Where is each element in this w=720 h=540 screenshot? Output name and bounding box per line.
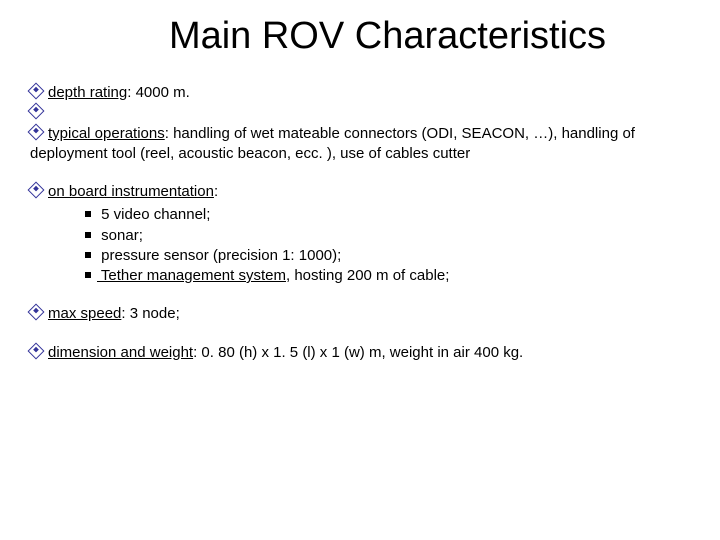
item-text: depth rating: 4000 m. <box>48 84 190 101</box>
speed-value: : 3 node; <box>121 305 179 322</box>
tether-rest: , hosting 200 m of cable; <box>286 267 449 284</box>
item-text: dimension and weight: 0. 80 (h) x 1. 5 (… <box>48 344 523 361</box>
dim-value: : 0. 80 (h) x 1. 5 (l) x 1 (w) m, weight… <box>193 344 523 361</box>
bullet-dimension: dimension and weight: 0. 80 (h) x 1. 5 (… <box>30 343 690 363</box>
square-icon <box>85 211 91 217</box>
speed-label: max speed <box>48 305 121 322</box>
slide: Main ROV Characteristics depth rating: 4… <box>0 0 720 401</box>
diamond-icon <box>28 83 45 100</box>
diamond-icon <box>28 103 45 120</box>
sub-text: Tether management system, hosting 200 m … <box>97 267 449 284</box>
sub-item-tether: Tether management system, hosting 200 m … <box>85 266 690 286</box>
sub-text: pressure sensor (precision 1: 1000); <box>97 247 341 264</box>
sub-item-sonar: sonar; <box>85 226 690 246</box>
sub-item-pressure: pressure sensor (precision 1: 1000); <box>85 246 690 266</box>
item-text: typical operations: handling of wet mate… <box>30 125 635 162</box>
diamond-icon <box>28 182 45 199</box>
instr-colon: : <box>214 183 218 200</box>
sub-item-video: 5 video channel; <box>85 205 690 225</box>
square-icon <box>85 272 91 278</box>
slide-content: depth rating: 4000 m. typical operations… <box>30 83 690 363</box>
slide-title: Main ROV Characteristics <box>30 15 690 58</box>
diamond-icon <box>28 304 45 321</box>
instr-heading: on board instrumentation: <box>30 182 690 202</box>
square-icon <box>85 252 91 258</box>
diamond-icon <box>28 123 45 140</box>
diamond-icon <box>28 342 45 359</box>
sub-list: 5 video channel; sonar; pressure sensor … <box>30 205 690 286</box>
square-icon <box>85 232 91 238</box>
typical-label: typical operations <box>48 125 165 142</box>
instr-label: on board instrumentation <box>48 183 214 200</box>
bullet-speed: max speed: 3 node; <box>30 304 690 324</box>
bullet-depth: depth rating: 4000 m. typical operations… <box>30 83 690 164</box>
sub-text: sonar; <box>97 227 143 244</box>
dim-label: dimension and weight <box>48 344 193 361</box>
depth-value: : 4000 m. <box>127 84 190 101</box>
bullet-instrumentation: on board instrumentation: 5 video channe… <box>30 182 690 286</box>
sub-text: 5 video channel; <box>97 206 210 223</box>
depth-label: depth rating <box>48 84 127 101</box>
tether-label: Tether management system <box>97 267 286 284</box>
item-text: on board instrumentation: <box>48 183 218 200</box>
item-text: max speed: 3 node; <box>48 305 180 322</box>
